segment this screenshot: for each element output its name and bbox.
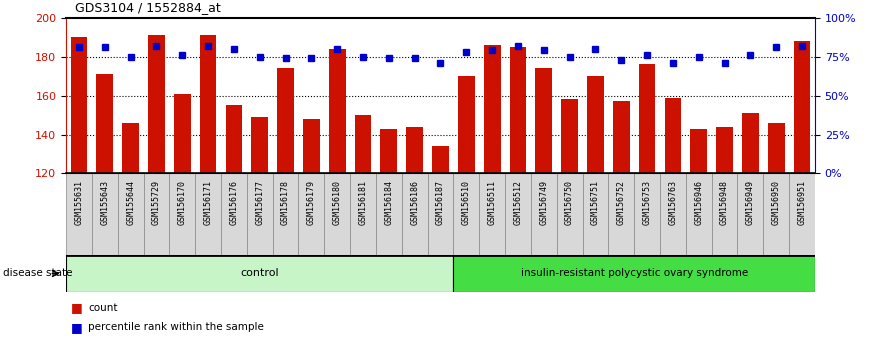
Text: ■: ■: [70, 321, 82, 334]
Text: GSM155643: GSM155643: [100, 180, 109, 225]
Text: GSM156750: GSM156750: [565, 180, 574, 225]
Bar: [427, 173, 454, 255]
Bar: [768, 123, 785, 173]
Text: insulin-resistant polycystic ovary syndrome: insulin-resistant polycystic ovary syndr…: [521, 268, 748, 279]
Bar: [763, 173, 789, 255]
Text: GSM156763: GSM156763: [669, 180, 677, 225]
Text: GSM156512: GSM156512: [514, 180, 522, 225]
Bar: [582, 173, 609, 255]
Text: GSM156176: GSM156176: [229, 180, 239, 225]
Bar: [278, 68, 294, 173]
Bar: [144, 173, 169, 255]
Text: GSM156179: GSM156179: [307, 180, 316, 225]
Bar: [716, 127, 733, 173]
Text: GSM156951: GSM156951: [797, 180, 806, 225]
Bar: [479, 173, 505, 255]
Bar: [691, 129, 707, 173]
Bar: [148, 35, 165, 173]
Text: control: control: [241, 268, 279, 279]
Text: GSM156170: GSM156170: [178, 180, 187, 225]
Bar: [509, 47, 526, 173]
Bar: [587, 76, 603, 173]
Bar: [70, 37, 87, 173]
Text: GDS3104 / 1552884_at: GDS3104 / 1552884_at: [75, 1, 220, 14]
Text: GSM156753: GSM156753: [642, 180, 652, 225]
Text: GSM156180: GSM156180: [333, 180, 342, 225]
Bar: [484, 45, 500, 173]
Bar: [96, 74, 113, 173]
Bar: [381, 129, 397, 173]
Bar: [789, 173, 815, 255]
Text: GSM156749: GSM156749: [539, 180, 548, 225]
Bar: [536, 68, 552, 173]
Bar: [66, 173, 92, 255]
Text: GSM156178: GSM156178: [281, 180, 290, 225]
Bar: [505, 173, 531, 255]
Bar: [376, 173, 402, 255]
Text: GSM156949: GSM156949: [746, 180, 755, 225]
Bar: [350, 173, 376, 255]
Bar: [557, 173, 582, 255]
Bar: [251, 117, 268, 173]
Bar: [664, 97, 681, 173]
Bar: [247, 173, 272, 255]
Text: GSM156511: GSM156511: [488, 180, 497, 225]
Bar: [639, 64, 655, 173]
Text: percentile rank within the sample: percentile rank within the sample: [88, 322, 264, 332]
Text: GSM156187: GSM156187: [436, 180, 445, 225]
Text: GSM156177: GSM156177: [255, 180, 264, 225]
Bar: [742, 113, 759, 173]
Text: GSM155729: GSM155729: [152, 180, 161, 225]
Bar: [609, 173, 634, 255]
Text: GSM156171: GSM156171: [204, 180, 212, 225]
Bar: [66, 255, 454, 292]
Text: GSM156181: GSM156181: [359, 180, 367, 225]
Text: GSM156510: GSM156510: [462, 180, 470, 225]
Text: GSM156752: GSM156752: [617, 180, 626, 225]
Bar: [200, 35, 217, 173]
Bar: [324, 173, 350, 255]
Bar: [454, 255, 815, 292]
Bar: [174, 93, 190, 173]
Bar: [634, 173, 660, 255]
Text: GSM156186: GSM156186: [411, 180, 419, 225]
Text: GSM156184: GSM156184: [384, 180, 393, 225]
Bar: [92, 173, 118, 255]
Bar: [303, 119, 320, 173]
Bar: [660, 173, 685, 255]
Text: disease state: disease state: [3, 268, 72, 279]
Bar: [122, 123, 139, 173]
Bar: [118, 173, 144, 255]
Bar: [794, 41, 811, 173]
Bar: [196, 173, 221, 255]
Bar: [226, 105, 242, 173]
Bar: [737, 173, 763, 255]
Text: ■: ■: [70, 302, 82, 314]
Bar: [685, 173, 712, 255]
Text: GSM155644: GSM155644: [126, 180, 135, 225]
Bar: [561, 99, 578, 173]
Text: count: count: [88, 303, 117, 313]
Bar: [329, 49, 345, 173]
Bar: [712, 173, 737, 255]
Bar: [531, 173, 557, 255]
Bar: [221, 173, 247, 255]
Bar: [432, 146, 449, 173]
Bar: [402, 173, 427, 255]
Text: GSM156751: GSM156751: [591, 180, 600, 225]
Bar: [613, 101, 630, 173]
Text: GSM156950: GSM156950: [772, 180, 781, 225]
Text: GSM155631: GSM155631: [75, 180, 84, 225]
Bar: [406, 127, 423, 173]
Text: GSM156946: GSM156946: [694, 180, 703, 225]
Bar: [458, 76, 475, 173]
Bar: [299, 173, 324, 255]
Bar: [454, 173, 479, 255]
Bar: [169, 173, 196, 255]
Bar: [355, 115, 372, 173]
Bar: [272, 173, 299, 255]
Text: GSM156948: GSM156948: [720, 180, 729, 225]
